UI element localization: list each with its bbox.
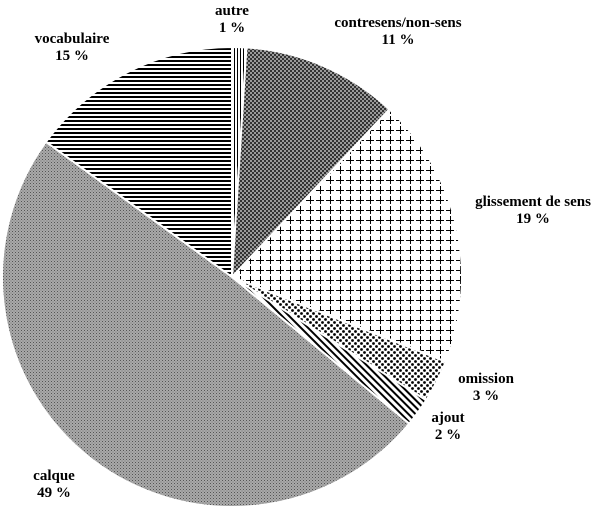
slice-label: vocabulaire 15 % bbox=[35, 31, 110, 64]
pie-slice-vocabulaire bbox=[44, 45, 233, 279]
slice-label: ajout 2 % bbox=[431, 410, 464, 443]
pie-slice-glissement-de-sens bbox=[230, 107, 464, 363]
pie-slices bbox=[1, 45, 464, 508]
slice-label: omission 3 % bbox=[458, 371, 515, 404]
slice-label: glissement de sens 19 % bbox=[475, 194, 591, 227]
slice-label: autre 1 % bbox=[215, 3, 249, 36]
pie-labels: autre 1 % contresens/non-sens 11 % glissemen… bbox=[33, 3, 591, 501]
pie-slice-contresens-non-sens bbox=[230, 46, 391, 280]
slice-label: contresens/non-sens 11 % bbox=[334, 15, 461, 48]
slice-label: calque 49 % bbox=[33, 468, 75, 501]
pie-slice-calque bbox=[1, 140, 411, 508]
